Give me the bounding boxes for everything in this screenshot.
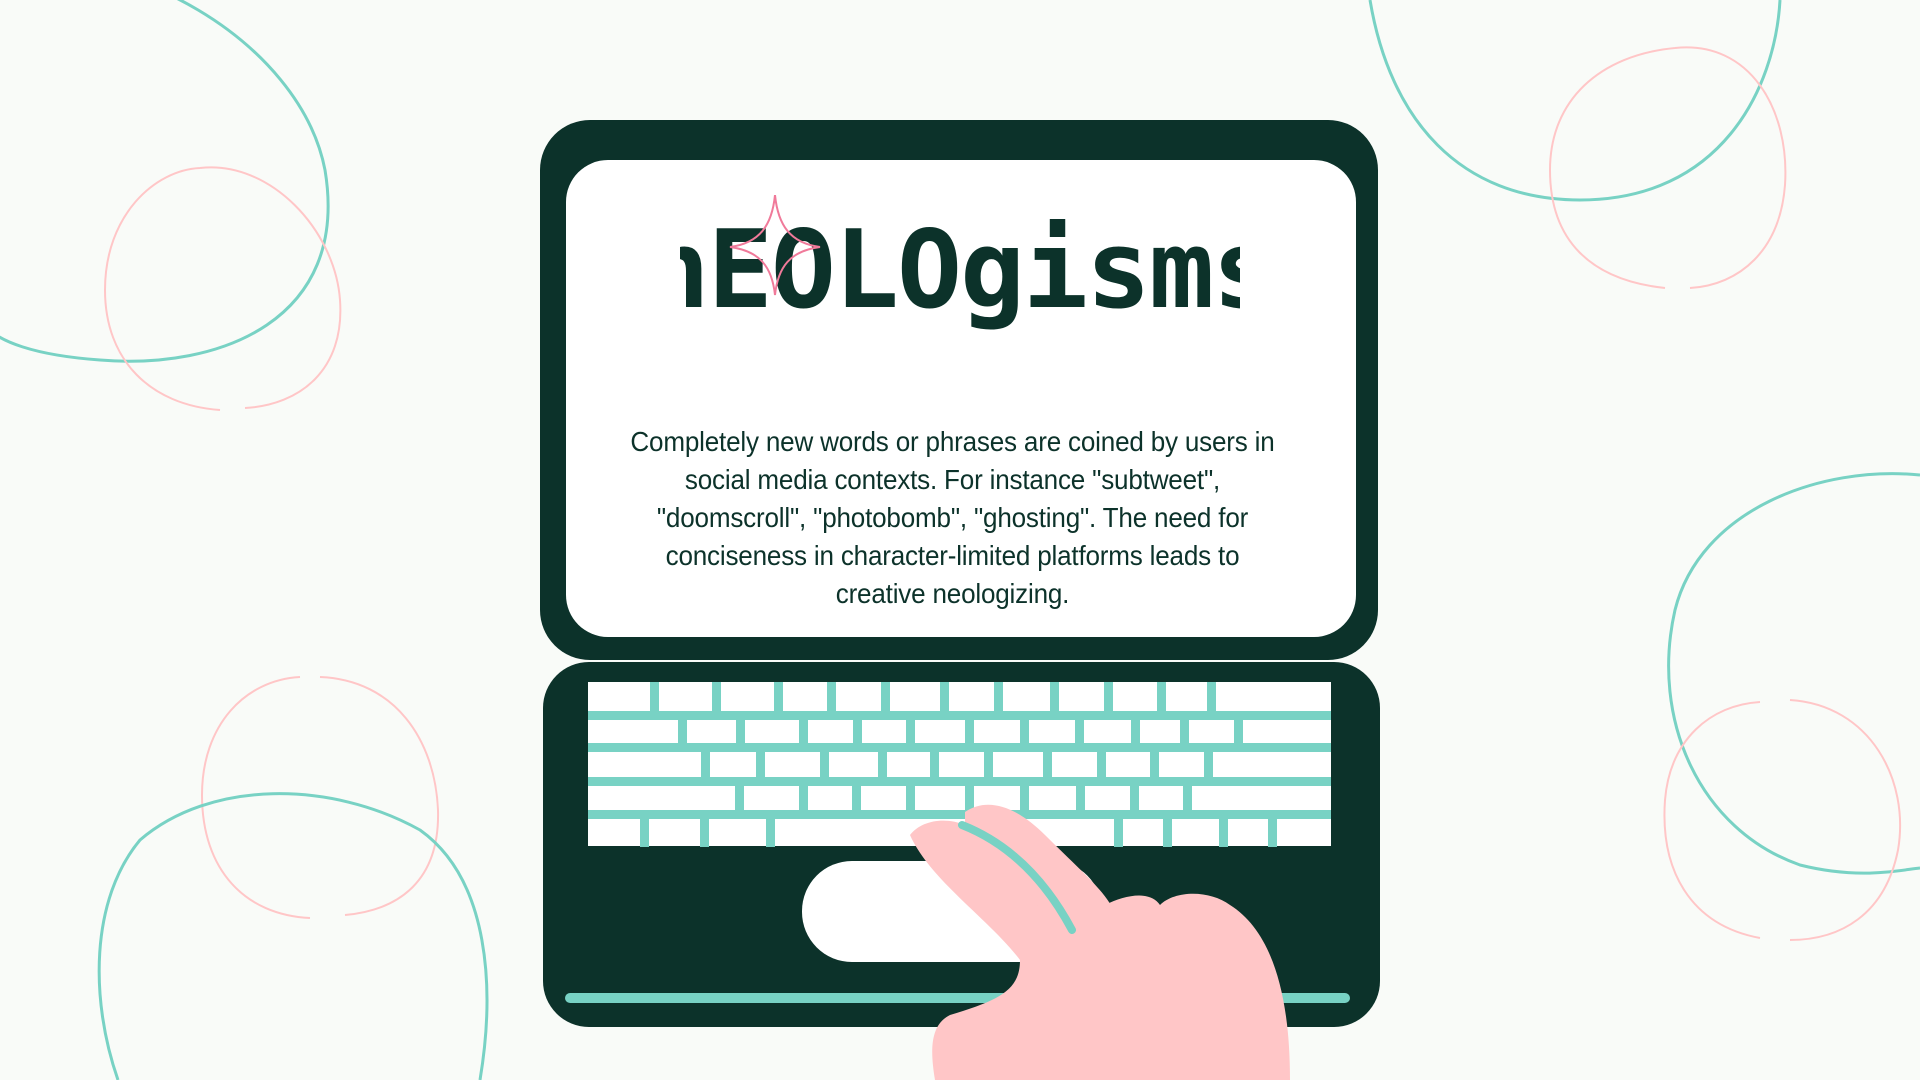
sparkle-icon [729, 195, 821, 296]
hand-finger-detail [958, 821, 1076, 934]
hand [910, 820, 1290, 1080]
keyboard [588, 682, 1331, 847]
decor-circle-pink-right [1663, 699, 1902, 941]
decor-circle-teal-top-right [1368, 0, 1782, 202]
decor-circle-pink-top-right [1548, 46, 1787, 289]
hand-finger [965, 804, 1115, 935]
slide-title-text: nEOLOgisms [680, 208, 1240, 333]
decor-circle-teal-top-left [0, 0, 330, 363]
decor-circle-teal-bottom-left [97, 792, 489, 1080]
decor-circle-pink-bottom-left [200, 676, 440, 919]
laptop-screen [566, 160, 1356, 637]
slide-title: nEOLOgisms [680, 195, 1240, 333]
decor-circle-teal-right [1667, 472, 1920, 875]
slide-description: Completely new words or phrases are coin… [630, 426, 1275, 609]
decor-circle-pink-top-left [103, 166, 342, 411]
